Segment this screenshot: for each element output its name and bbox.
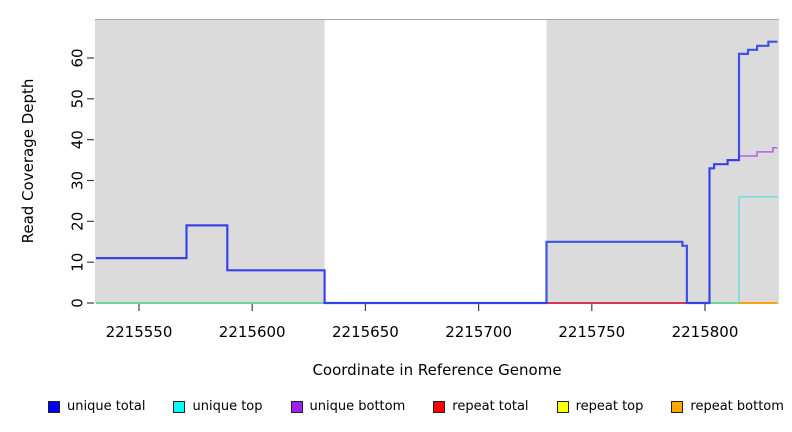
- y-axis-title: Read Coverage Depth: [19, 78, 37, 244]
- y-tick-label: 50: [69, 89, 87, 108]
- series-line-unique-total: [96, 40, 778, 305]
- legend-item-repeat-bottom: repeat bottom: [671, 400, 784, 414]
- legend-label: repeat total: [452, 399, 529, 414]
- y-tick-label: 10: [69, 253, 87, 272]
- legend-swatch-icon: [433, 401, 446, 413]
- legend-item-repeat-top: repeat top: [556, 399, 644, 414]
- x-tick-label: 2215650: [332, 323, 399, 341]
- coverage-plot: 2215550 2215600 2215650 2215700 2215750 22158…: [69, 19, 779, 341]
- shaded-region: [546, 19, 779, 304]
- x-tick-label: 2215750: [558, 323, 625, 341]
- legend-item-unique-top: unique top: [173, 399, 263, 414]
- x-tick-label: 2215700: [445, 323, 512, 341]
- legend-item-repeat-total: repeat total: [433, 399, 529, 414]
- legend-label: unique total: [67, 399, 146, 414]
- y-tick-label: 40: [69, 130, 87, 149]
- legend-swatch-icon: [556, 401, 569, 413]
- legend-swatch-icon: [290, 401, 303, 413]
- x-axis-title: Coordinate in Reference Genome: [312, 361, 562, 379]
- y-tick-label: 0: [69, 298, 87, 308]
- legend-swatch-icon: [173, 401, 186, 413]
- shaded-region: [95, 19, 325, 304]
- legend: unique total unique top unique bottom repea…: [48, 400, 784, 414]
- x-tick-label: 2215550: [106, 323, 173, 341]
- x-tick-label: 2215600: [219, 323, 286, 341]
- x-tick-label: 2215800: [672, 323, 739, 341]
- legend-label: unique top: [192, 399, 263, 414]
- y-tick-label: 60: [69, 48, 87, 67]
- y-tick-label: 20: [69, 212, 87, 231]
- legend-label: repeat bottom: [690, 399, 784, 414]
- legend-label: unique bottom: [309, 399, 406, 414]
- legend-label: repeat top: [575, 399, 644, 414]
- y-tick-label: 30: [69, 171, 87, 190]
- legend-swatch-icon: [48, 401, 60, 413]
- legend-swatch-icon: [671, 401, 684, 413]
- legend-item-unique-bottom: unique bottom: [290, 399, 406, 414]
- legend-item-unique-total: unique total: [48, 400, 145, 414]
